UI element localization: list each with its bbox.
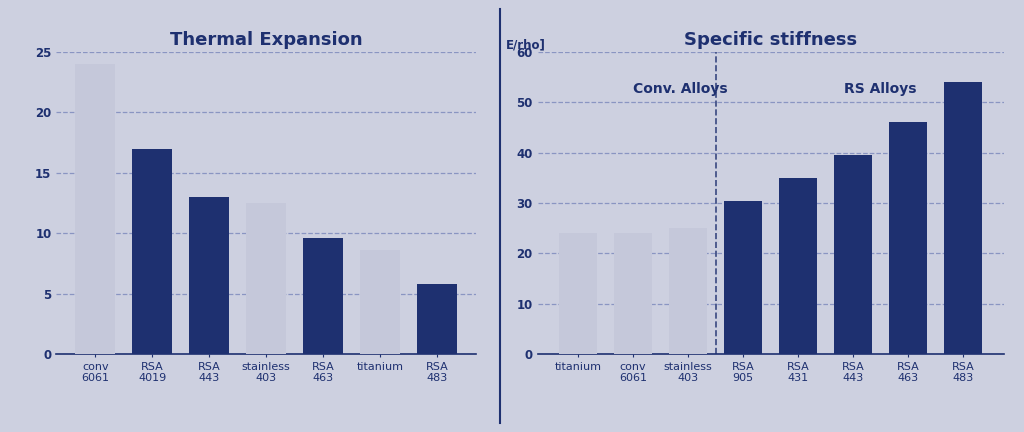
Title: Specific stiffness: Specific stiffness [684,31,857,49]
Bar [834,155,872,354]
Bar [360,250,400,354]
Bar [303,238,343,354]
Bar [247,203,286,354]
Bar [132,149,172,354]
Bar [724,200,762,354]
Text: Conv. Alloys: Conv. Alloys [633,82,728,96]
Bar [779,178,817,354]
Bar [944,82,982,354]
Title: Thermal Expansion: Thermal Expansion [170,31,362,49]
Bar [76,64,116,354]
Bar [189,197,229,354]
Bar [613,233,652,354]
Bar [889,122,928,354]
Bar [669,228,708,354]
Bar [559,233,597,354]
Text: RS Alloys: RS Alloys [845,82,916,96]
Bar [417,284,457,354]
Text: E/rho]: E/rho] [506,39,546,52]
